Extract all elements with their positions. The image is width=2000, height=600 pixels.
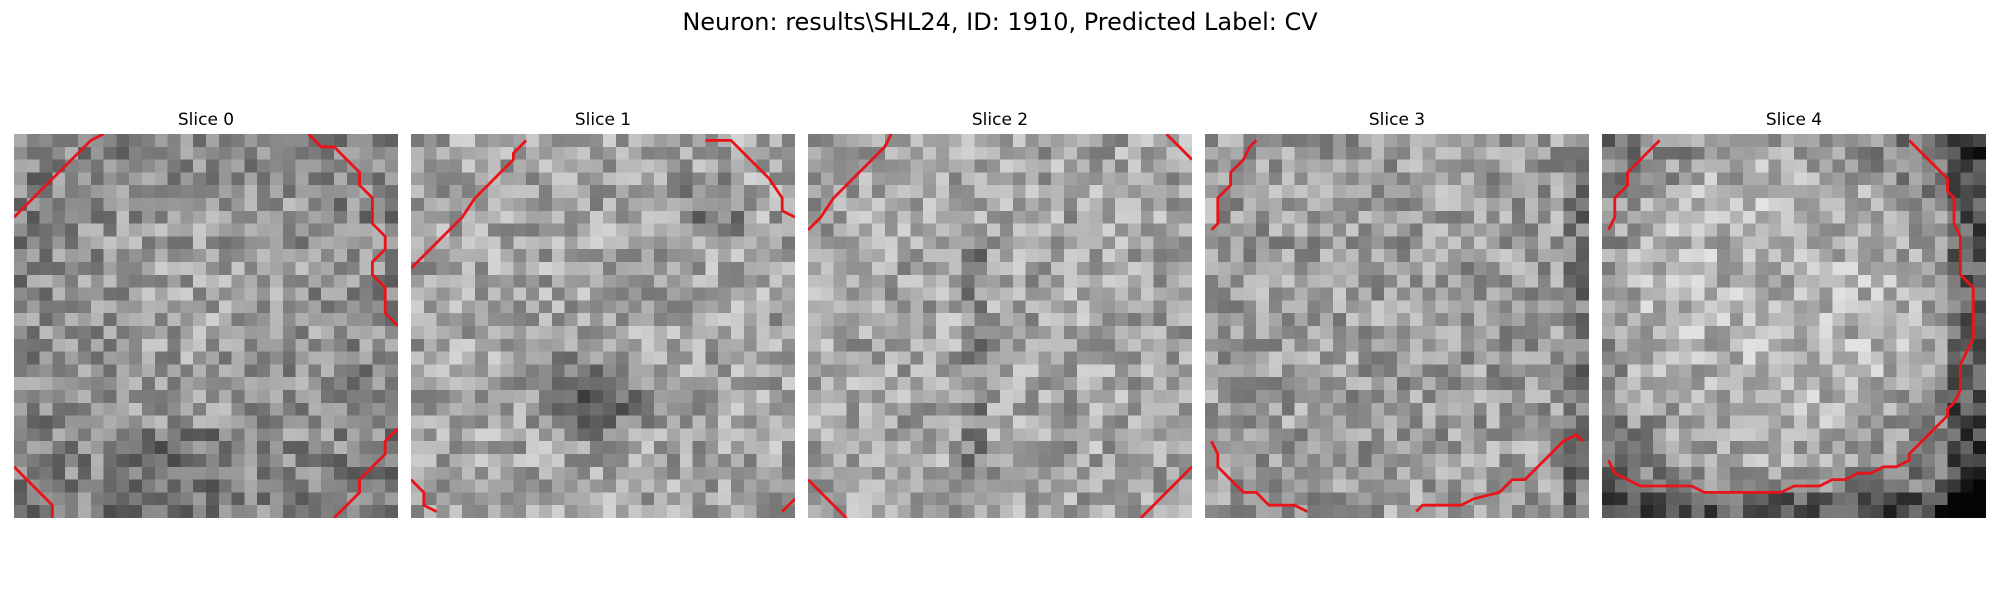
slice-title-3: Slice 3 (1205, 110, 1589, 130)
slice-image-4 (1602, 134, 1986, 518)
slice-image-2 (808, 134, 1192, 518)
slice-title-4: Slice 4 (1602, 110, 1986, 130)
slice-image-1 (411, 134, 795, 518)
slice-title-0: Slice 0 (14, 110, 398, 130)
slice-title-1: Slice 1 (411, 110, 795, 130)
slice-title-2: Slice 2 (808, 110, 1192, 130)
slice-image-0 (14, 134, 398, 518)
slice-image-3 (1205, 134, 1589, 518)
figure-title: Neuron: results\SHL24, ID: 1910, Predict… (0, 6, 2000, 38)
